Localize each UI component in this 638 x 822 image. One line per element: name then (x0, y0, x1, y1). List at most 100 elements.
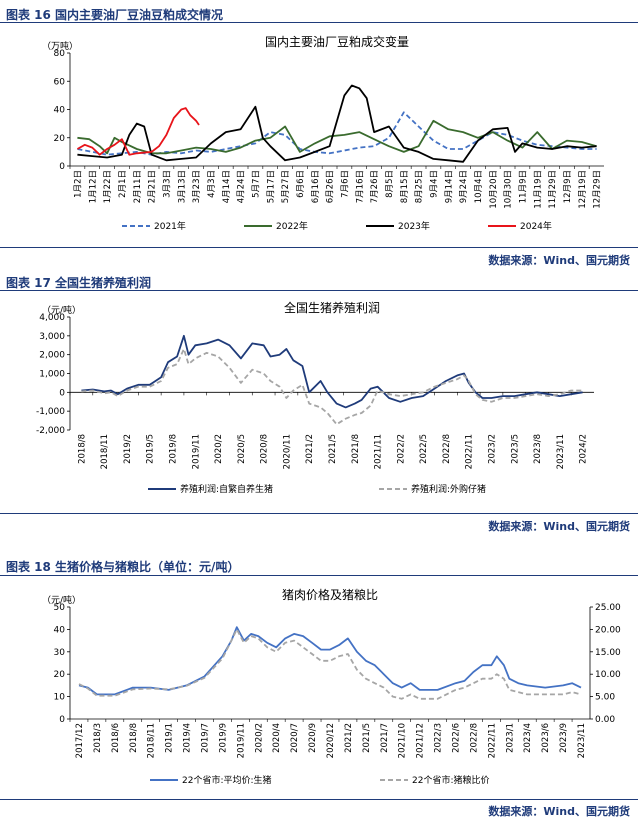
x-tick-label: 2020/2 (254, 723, 264, 753)
x-tick-label: 10月30日 (504, 170, 514, 209)
x-tick-label: 2022/11 (465, 434, 475, 469)
y-tick-label: 80 (54, 49, 66, 59)
x-tick-label: 2021/7 (380, 723, 390, 753)
x-tick-label: 2023/11 (556, 434, 566, 469)
fig17-bottom-rule (0, 513, 638, 514)
x-tick-label: 5月17日 (266, 170, 276, 203)
chart-title: 国内主要油厂豆粕成交变量 (265, 34, 409, 49)
x-tick-label: 11月19日 (533, 170, 543, 209)
x-tick-label: 9月14日 (444, 170, 454, 203)
x-tick-label: 2019/2 (123, 434, 133, 464)
legend-label-1: 养殖利润:自繁自养生猪 (180, 483, 273, 495)
x-tick-label: 2019/8 (169, 434, 179, 464)
x-tick-label: 4月14日 (222, 170, 232, 203)
x-tick-label: 2021/5 (328, 434, 338, 464)
fig16-top-rule (0, 22, 638, 23)
fig18-source: 数据来源：Wind、国元期货 (488, 805, 630, 818)
y-tick-label: 50 (54, 603, 66, 613)
series-line-3 (77, 84, 597, 163)
x-tick-label: 2月1日 (118, 170, 128, 198)
fig18-heading: 图表 18 生猪价格与猪粮比（单位：元/吨） (6, 560, 240, 574)
x-tick-label: 2023/2 (487, 434, 497, 464)
x-tick-label: 7月26日 (370, 170, 380, 203)
x-tick-label: 6月26日 (326, 170, 336, 203)
y-tick-label: 10 (54, 693, 66, 703)
y-tick-label: 0 (59, 388, 65, 398)
x-tick-label: 2023/8 (533, 434, 543, 464)
y-tick-label: 40 (54, 625, 66, 635)
x-tick-label: 2018/11 (147, 723, 157, 758)
legend-label-1: 22个省市:平均价:生猪 (182, 774, 272, 786)
x-tick-label: 1月12日 (88, 170, 98, 203)
x-tick-label: 2021/2 (344, 723, 354, 753)
x-tick-label: 2023/1 (505, 723, 515, 753)
x-tick-label: 4月3日 (207, 170, 217, 198)
x-tick-label: 9月24日 (459, 170, 469, 203)
x-tick-label: 9月4日 (429, 170, 439, 198)
series-line-2 (77, 119, 597, 155)
x-tick-label: 2019/11 (191, 434, 201, 469)
x-tick-label: 2020/2 (214, 434, 224, 464)
y2-tick-label: 20.00 (595, 625, 621, 635)
y2-tick-label: 0.00 (595, 715, 615, 725)
legend-label-2: 养殖利润:外购仔猪 (411, 483, 486, 495)
x-tick-label: 10月20日 (489, 170, 499, 209)
series-line-4 (76, 107, 200, 156)
x-tick-label: 8月15日 (400, 170, 410, 203)
chart-title: 猪肉价格及猪粮比 (282, 587, 378, 602)
fig17-source: 数据来源：Wind、国元期货 (488, 520, 630, 533)
y-tick-label: 40 (54, 106, 66, 116)
y-axis-label: （万吨） (42, 40, 78, 52)
x-tick-label: 6月6日 (296, 170, 306, 198)
x-tick-label: 3月3日 (162, 170, 172, 198)
x-tick-label: 2019/4 (183, 723, 193, 753)
fig16-source: 数据来源：Wind、国元期货 (488, 254, 630, 267)
y-tick-label: 1,000 (39, 370, 65, 380)
x-tick-label: 2月21日 (148, 170, 158, 203)
x-tick-label: 2月11日 (133, 170, 143, 203)
y-tick-label: 60 (54, 77, 66, 87)
x-tick-label: 12月9日 (563, 170, 573, 203)
y-axis-label: （元/吨） (42, 304, 81, 316)
x-tick-label: 2021/8 (351, 434, 361, 464)
y2-tick-label: 5.00 (595, 693, 615, 703)
y2-tick-label: 25.00 (595, 603, 621, 613)
legend-label-3: 2023年 (398, 220, 430, 232)
x-tick-label: 2022/3 (434, 723, 444, 753)
x-tick-label: 1月22日 (103, 170, 113, 203)
x-tick-label: 2018/8 (77, 434, 87, 464)
y-tick-label: 20 (54, 670, 66, 680)
x-tick-label: 5月27日 (281, 170, 291, 203)
fig18-top-rule (0, 575, 638, 576)
fig17-heading: 图表 17 全国生猪养殖利润 (6, 276, 152, 290)
series-line-1 (78, 626, 582, 696)
x-tick-label: 2021/2 (305, 434, 315, 464)
x-tick-label: 3月13日 (177, 170, 187, 203)
fig17-chart: 全国生猪养殖利润 （元/吨） -2,000 -1,000 0 1,000 2,000 3,00… (36, 300, 594, 495)
x-tick-label: 2019/11 (236, 723, 246, 758)
x-tick-label: 2022/6 (452, 723, 462, 753)
x-tick-label: 2018/3 (93, 723, 103, 753)
x-tick-label: 2017/12 (75, 723, 85, 758)
y-tick-label: 3,000 (39, 332, 65, 342)
legend-label-2: 2022年 (276, 220, 308, 232)
fig18-bottom-rule (0, 799, 638, 800)
x-tick-label: 7月16日 (355, 170, 365, 203)
x-tick-label: 2022/2 (396, 434, 406, 464)
x-tick-label: 2019/1 (165, 723, 175, 753)
x-tick-label: 2019/7 (200, 723, 210, 753)
y-tick-label: 30 (54, 648, 66, 658)
x-tick-label: 4月24日 (237, 170, 247, 203)
x-tick-label: 2020/11 (282, 434, 292, 469)
y-tick-label: 0 (59, 162, 65, 172)
legend-label-4: 2024年 (520, 220, 552, 232)
fig18-chart: 猪肉价格及猪粮比 （元/吨） 0 10 20 30 40 50 0.00 5.00 10.00 15.… (42, 587, 621, 786)
x-tick-label: 2023/5 (510, 434, 520, 464)
x-tick-label: 10月4日 (474, 170, 484, 203)
x-tick-label: 2022/5 (419, 434, 429, 464)
x-tick-label: 11月9日 (518, 170, 528, 203)
x-tick-label: 3月23日 (192, 170, 202, 203)
y2-tick-label: 15.00 (595, 648, 621, 658)
series-line-2 (81, 348, 583, 426)
series-line-2 (78, 628, 582, 700)
